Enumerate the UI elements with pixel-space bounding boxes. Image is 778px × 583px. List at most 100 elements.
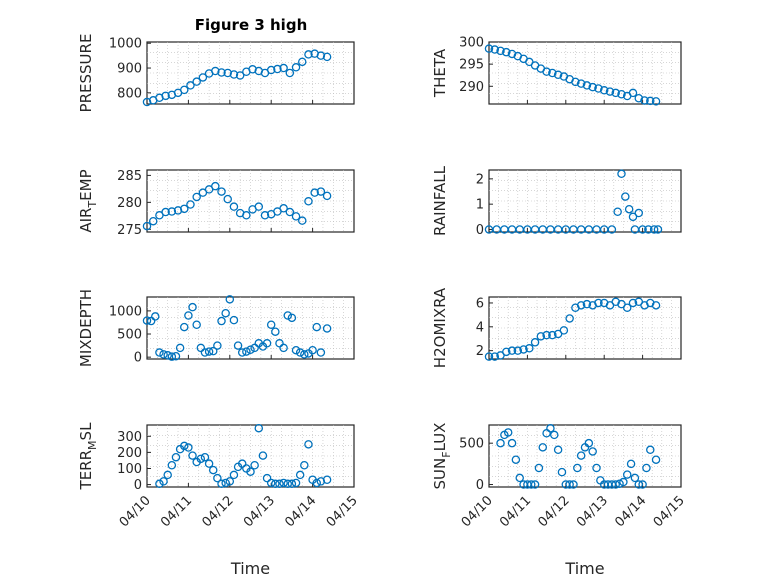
data-point: [221, 478, 230, 488]
subplot-h2omixra: 2 4 6 H2OMIXRA: [431, 287, 682, 368]
data-point: [254, 202, 264, 211]
ytick-label: 1000: [109, 304, 142, 319]
ytick-label: 2: [476, 344, 484, 359]
data-point: [496, 46, 505, 56]
data-point: [588, 82, 597, 92]
data-point: [565, 480, 574, 489]
ytick-label: 500: [459, 437, 484, 452]
data-point: [279, 63, 288, 73]
data-point: [184, 311, 193, 320]
data-point: [300, 350, 309, 359]
data-point: [242, 347, 251, 356]
subplot-theta: 290 295 300 THETA: [431, 36, 682, 106]
data-point: [171, 351, 181, 361]
data-point: [599, 86, 609, 95]
data-point: [155, 348, 164, 357]
data-point: [151, 312, 160, 321]
ytick-label: 290: [459, 80, 484, 95]
data-point: [213, 473, 222, 483]
data-point: [242, 211, 251, 220]
data-point: [582, 299, 592, 309]
data-point: [557, 467, 567, 477]
data-point: [613, 207, 622, 217]
data-point: [273, 64, 282, 74]
data-point: [312, 478, 321, 488]
data-point: [283, 479, 293, 489]
data-point: [322, 324, 332, 333]
data-point: [316, 477, 326, 486]
data-point: [275, 479, 284, 489]
data-point: [217, 187, 226, 196]
ytick-label: 300: [459, 36, 484, 51]
ytick-label: 0: [476, 223, 484, 238]
data-point: [217, 479, 226, 489]
data-point: [513, 346, 523, 355]
data-point: [490, 352, 500, 361]
data-point: [266, 320, 276, 330]
data-point: [163, 470, 172, 480]
data-point: [297, 57, 307, 67]
y-axis-label: THETA: [431, 48, 449, 98]
data-point: [630, 473, 640, 483]
data-point: [184, 443, 193, 452]
data-point: [628, 88, 638, 98]
data-point: [624, 204, 634, 214]
data-point: [146, 316, 156, 326]
data-point: [175, 343, 185, 353]
data-point: [507, 438, 517, 448]
data-point: [229, 470, 239, 480]
data-point: [626, 459, 636, 469]
data-point: [159, 350, 168, 359]
data-point: [291, 478, 301, 488]
data-point: [161, 91, 170, 101]
data-point: [653, 225, 663, 234]
data-point: [534, 463, 544, 473]
data-point: [246, 467, 255, 476]
data-point: [605, 87, 615, 96]
data-point: [592, 463, 601, 473]
data-point: [250, 343, 259, 353]
data-point: [594, 298, 603, 308]
ytick-label: 500: [117, 328, 142, 343]
data-point: [180, 85, 189, 95]
ytick-label: 4: [476, 320, 484, 335]
data-point: [530, 480, 540, 489]
grid: [147, 42, 354, 104]
ytick-label: 1: [476, 198, 484, 213]
data-point: [617, 90, 626, 99]
ytick-label: 1000: [109, 37, 142, 52]
data-point: [503, 428, 513, 437]
data-point: [229, 70, 239, 79]
data-point: [297, 216, 307, 225]
data-point: [186, 200, 195, 209]
data-point: [285, 68, 295, 78]
data-point: [148, 216, 158, 226]
data-point: [628, 212, 638, 222]
data-point: [200, 348, 210, 357]
data-point: [571, 77, 580, 87]
data-point: [291, 345, 301, 355]
data-point: [155, 479, 164, 489]
data-point: [322, 475, 332, 485]
data-point: [621, 192, 630, 201]
data-point: [304, 197, 313, 206]
data-point: [208, 346, 218, 356]
data-point: [634, 208, 644, 218]
data-point: [646, 96, 655, 106]
data-point: [173, 206, 183, 215]
data-point: [622, 303, 632, 312]
data-point: [565, 314, 574, 323]
data-point: [511, 455, 521, 464]
data-point: [519, 345, 528, 354]
data-point: [644, 225, 653, 234]
data-point: [484, 44, 494, 53]
data-point: [180, 322, 189, 332]
data-point: [279, 343, 288, 353]
data-point: [258, 451, 268, 460]
data-point: [266, 478, 276, 488]
subplot-mixdepth: 0 500 1000 MIXDEPTH: [77, 289, 355, 367]
data-point: [167, 207, 177, 216]
data-point: [186, 81, 195, 90]
data-point: [646, 445, 655, 455]
